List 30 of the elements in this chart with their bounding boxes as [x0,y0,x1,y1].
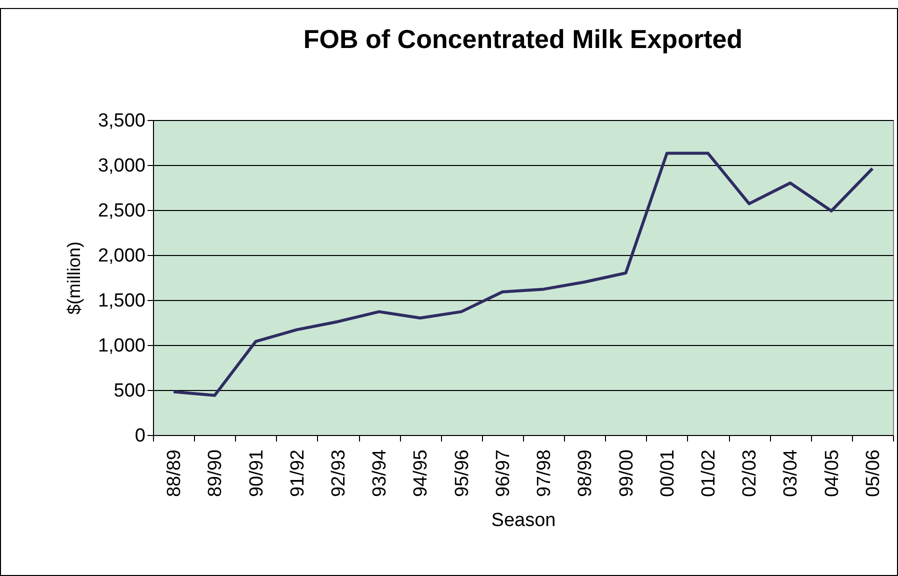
y-tick-label: 500 [114,380,146,402]
chart-title: FOB of Concentrated Milk Exported [303,24,743,54]
y-tick-label: 2,500 [98,200,146,222]
y-tick-label: 1,000 [98,336,146,356]
x-tick-label: 02/03 [740,450,761,498]
y-tick-label: 3,500 [98,110,146,132]
x-tick-label: 04/05 [822,450,843,498]
x-axis-title: Season [491,510,556,532]
y-tick-label: 1,500 [98,290,146,312]
x-tick-label: 97/98 [534,450,556,498]
y-tick-label: 0 [134,426,146,446]
x-tick-label: 91/92 [287,450,308,498]
x-tick-label: 96/97 [492,450,514,498]
x-tick-label: 94/95 [410,450,432,498]
x-tick-label: 88/89 [164,450,186,498]
x-tick-label: 90/91 [246,450,268,498]
x-tick-label: 03/04 [780,449,802,498]
x-tick-label: 92/93 [328,450,350,498]
y-tick-label: 3,000 [98,156,146,176]
x-tick-label: 89/90 [205,450,226,498]
x-tick-label: 99/00 [616,450,638,498]
x-tick-label: 95/96 [452,450,473,498]
x-tick-label: 98/99 [575,450,596,498]
x-tick-label: 01/02 [698,450,720,498]
line-series [172,152,874,397]
y-axis-title: $(million) [64,241,84,315]
x-tick-label: 00/01 [657,450,678,498]
x-tick-label: 93/94 [370,449,391,498]
y-tick-label: 2,000 [98,246,146,266]
x-tick-label: 05/06 [862,450,884,498]
